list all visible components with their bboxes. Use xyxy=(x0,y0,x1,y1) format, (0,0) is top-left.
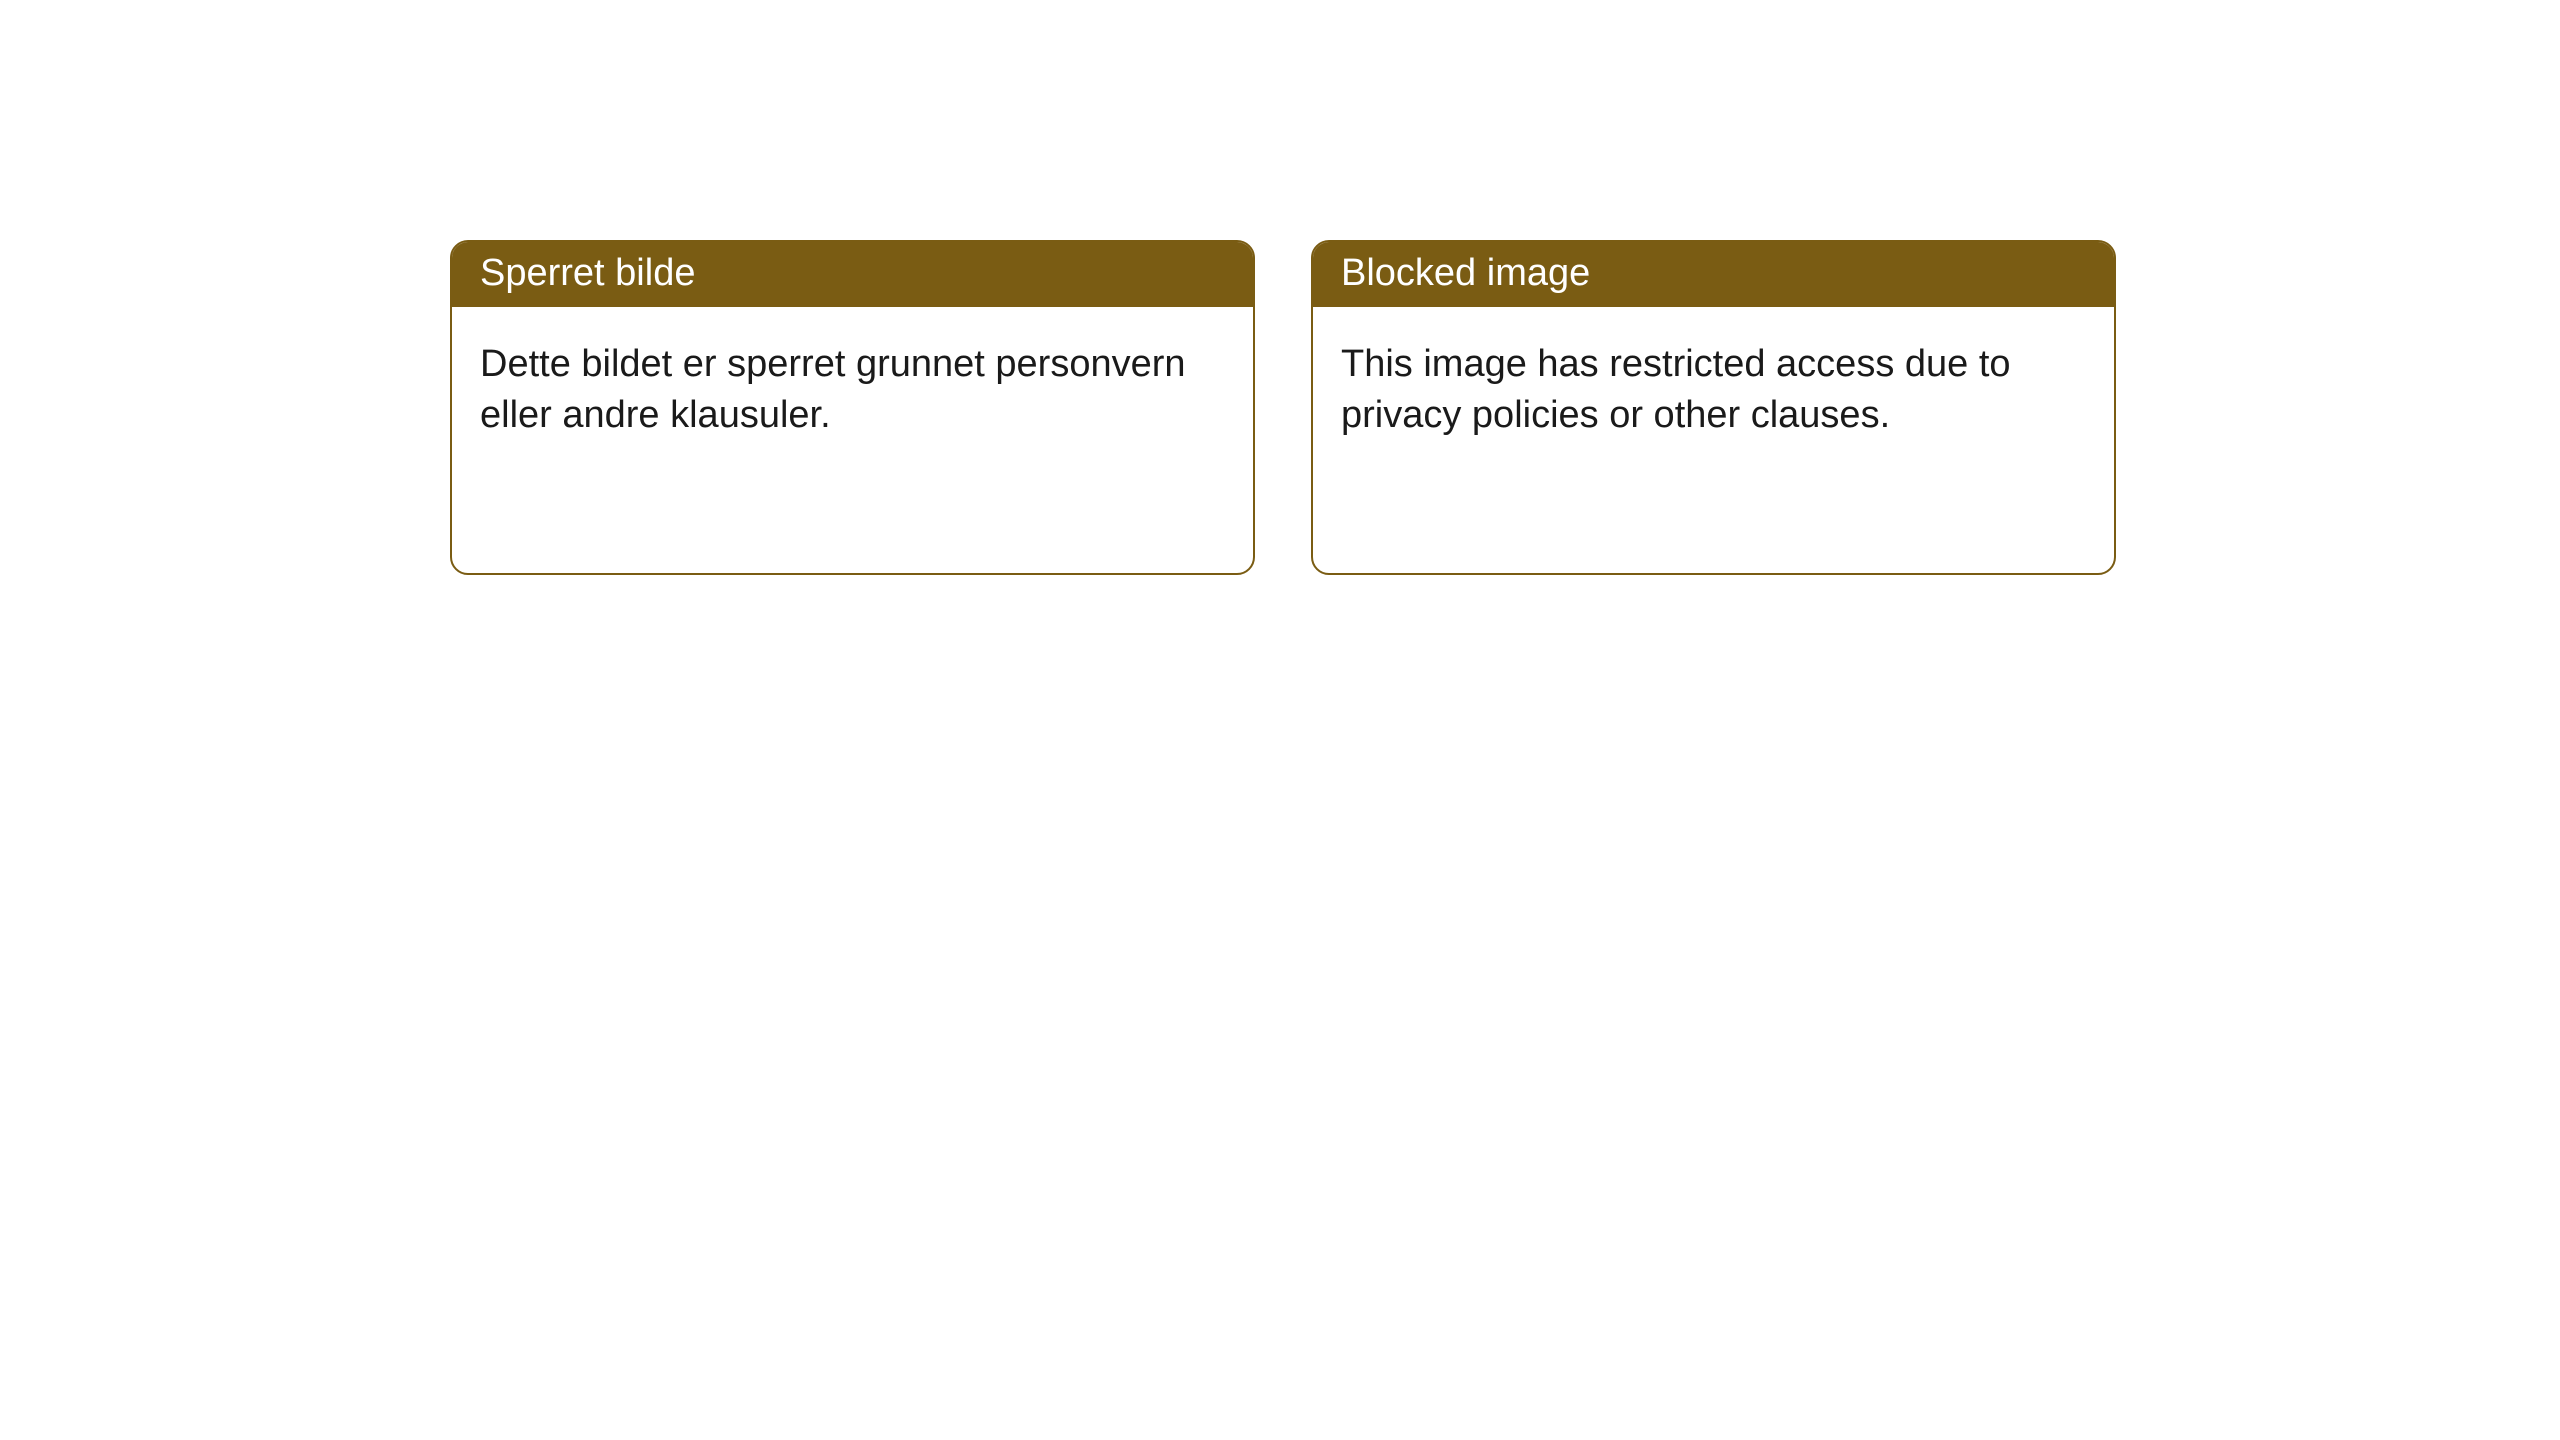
card-body: This image has restricted access due to … xyxy=(1313,307,2114,474)
notice-container: Sperret bilde Dette bildet er sperret gr… xyxy=(0,0,2560,575)
card-message: Dette bildet er sperret grunnet personve… xyxy=(480,343,1186,436)
card-message: This image has restricted access due to … xyxy=(1341,343,2011,436)
card-title: Sperret bilde xyxy=(480,252,695,294)
card-header: Sperret bilde xyxy=(452,242,1253,307)
card-body: Dette bildet er sperret grunnet personve… xyxy=(452,307,1253,474)
card-header: Blocked image xyxy=(1313,242,2114,307)
notice-card-norwegian: Sperret bilde Dette bildet er sperret gr… xyxy=(450,240,1255,575)
notice-card-english: Blocked image This image has restricted … xyxy=(1311,240,2116,575)
card-title: Blocked image xyxy=(1341,252,1590,294)
